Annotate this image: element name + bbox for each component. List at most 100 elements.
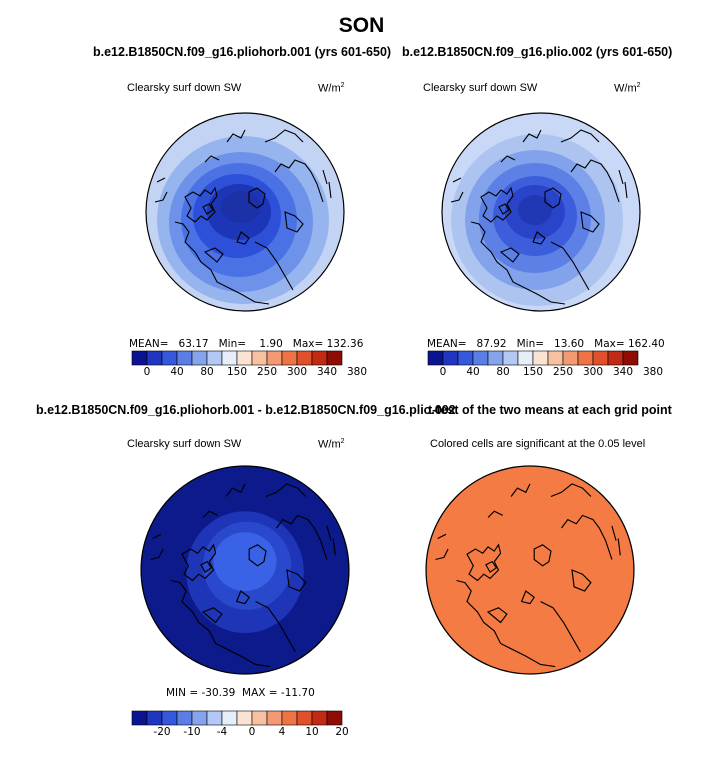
panel1-map-border <box>145 112 345 312</box>
colorbar-box <box>281 710 298 726</box>
panel3-stats: MIN = -30.39 MAX = -11.70 <box>166 687 315 699</box>
panel1-colorbar <box>131 350 343 366</box>
colorbar-box <box>487 350 504 366</box>
colorbar-tick-label: 40 <box>170 366 184 378</box>
colorbar-box <box>251 350 268 366</box>
colorbar-tick-label: 10 <box>305 726 319 738</box>
panel2-contour-center <box>518 195 552 225</box>
colorbar-box <box>131 350 148 366</box>
colorbar-tick-label: 0 <box>143 366 151 378</box>
colorbar-box <box>266 710 283 726</box>
panel1-title: b.e12.B1850CN.f09_g16.pliohorb.001 (yrs … <box>93 45 392 59</box>
colorbar-box <box>176 710 193 726</box>
colorbar-box <box>427 350 444 366</box>
colorbar-box <box>281 350 298 366</box>
colorbar-box <box>206 350 223 366</box>
colorbar-tick-label: 0 <box>248 726 256 738</box>
colorbar-box <box>176 350 193 366</box>
colorbar-box <box>517 350 534 366</box>
colorbar-tick-label: 380 <box>642 366 664 378</box>
colorbar-tick-label: -20 <box>153 726 171 738</box>
panel3-map-border <box>140 465 350 675</box>
colorbar-box <box>191 350 208 366</box>
colorbar-tick-label: 380 <box>346 366 368 378</box>
colorbar-box <box>266 350 283 366</box>
colorbar-box <box>577 350 594 366</box>
colorbar-tick-label: 300 <box>582 366 604 378</box>
colorbar-box <box>457 350 474 366</box>
colorbar-box <box>532 350 549 366</box>
panel4-coastlines <box>435 483 621 668</box>
panel4-significance-fill <box>426 466 634 674</box>
colorbar-box <box>326 350 343 366</box>
colorbar-box <box>236 350 253 366</box>
main-title: SON <box>338 14 385 37</box>
panel1-variable-label: Clearsky surf down SW <box>127 82 242 94</box>
panel4-variable-label: Colored cells are significant at the 0.0… <box>430 438 646 450</box>
colorbar-box <box>236 710 253 726</box>
panel2-stats: MEAN= 87.92 Min= 13.60 Max= 162.40 <box>427 338 665 350</box>
panel2-polar-map <box>441 112 641 312</box>
panel1-colorbar-ticks: 0 40 80 150 250 300 340 380 <box>132 366 367 380</box>
panel2-variable-label: Clearsky surf down SW <box>423 82 538 94</box>
colorbar-box <box>502 350 519 366</box>
colorbar-tick-label: 300 <box>286 366 308 378</box>
colorbar-box <box>146 710 163 726</box>
colorbar-box <box>562 350 579 366</box>
colorbar-box <box>161 350 178 366</box>
panel1-units: W/m2 <box>318 82 345 95</box>
colorbar-box <box>251 710 268 726</box>
panel3-units: W/m2 <box>318 438 345 451</box>
colorbar-tick-label: -4 <box>216 726 228 738</box>
panel1-coastlines <box>154 129 332 305</box>
panel3-colorbar-ticks: -20 -10 -4 0 4 10 20 <box>132 726 348 740</box>
colorbar-box <box>592 350 609 366</box>
panel3-contour-center <box>213 532 277 591</box>
colorbar-tick-label: 20 <box>335 726 349 738</box>
colorbar-box <box>547 350 564 366</box>
colorbar-box <box>206 710 223 726</box>
colorbar-box <box>161 710 178 726</box>
panel3-coastlines <box>150 483 336 668</box>
colorbar-box <box>296 710 313 726</box>
colorbar-tick-label: 0 <box>439 366 447 378</box>
panel3-polar-map <box>140 465 350 675</box>
colorbar-box <box>472 350 489 366</box>
colorbar-tick-label: 80 <box>200 366 214 378</box>
colorbar-box <box>191 710 208 726</box>
colorbar-box <box>221 710 238 726</box>
colorbar-box <box>221 350 238 366</box>
panel4-polar-map <box>425 465 635 675</box>
panel1-stats: MEAN= 63.17 Min= 1.90 Max= 132.36 <box>129 338 364 350</box>
panel3-colorbar <box>131 710 343 726</box>
panel2-title: b.e12.B1850CN.f09_g16.plio.002 (yrs 601-… <box>402 45 673 59</box>
panel3-variable-label: Clearsky surf down SW <box>127 438 242 450</box>
colorbar-box <box>622 350 639 366</box>
colorbar-box <box>607 350 624 366</box>
panel1-polar-map <box>145 112 345 312</box>
colorbar-tick-label: 340 <box>612 366 634 378</box>
colorbar-tick-label: 150 <box>522 366 544 378</box>
colorbar-tick-label: 80 <box>496 366 510 378</box>
panel1-contour-center <box>221 191 261 223</box>
colorbar-tick-label: 150 <box>226 366 248 378</box>
panel2-colorbar-ticks: 0 40 80 150 250 300 340 380 <box>428 366 663 380</box>
colorbar-tick-label: 40 <box>466 366 480 378</box>
colorbar-tick-label: 250 <box>552 366 574 378</box>
panel4-map-border <box>425 465 635 675</box>
colorbar-tick-label: 340 <box>316 366 338 378</box>
panel3-title: b.e12.B1850CN.f09_g16.pliohorb.001 - b.e… <box>36 403 456 417</box>
colorbar-tick-label: 250 <box>256 366 278 378</box>
colorbar-box <box>442 350 459 366</box>
colorbar-tick-label: 4 <box>278 726 286 738</box>
panel2-coastlines <box>450 129 628 305</box>
colorbar-box <box>296 350 313 366</box>
colorbar-box <box>146 350 163 366</box>
colorbar-box <box>131 710 148 726</box>
colorbar-box <box>311 350 328 366</box>
panel2-colorbar <box>427 350 639 366</box>
panel4-title: t-test of the two means at each grid poi… <box>428 403 672 417</box>
panel2-map-border <box>441 112 641 312</box>
colorbar-tick-label: -10 <box>183 726 201 738</box>
panel2-units: W/m2 <box>614 82 641 95</box>
